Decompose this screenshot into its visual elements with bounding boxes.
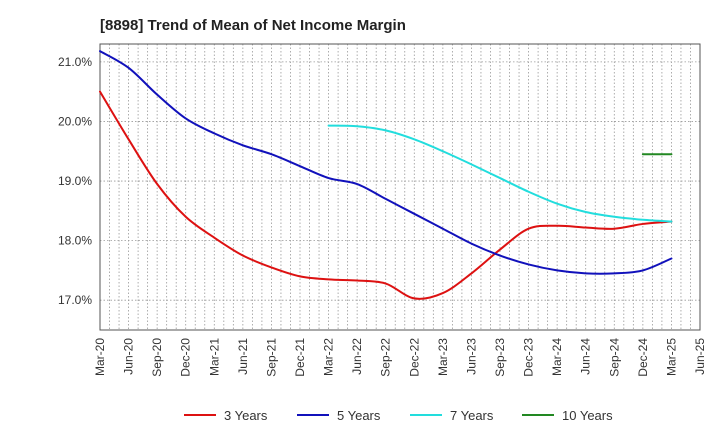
legend-label-10-years: 10 Years [562,408,613,423]
x-tick-label: Sep-23 [493,338,507,377]
y-tick-label: 18.0% [58,234,92,248]
x-tick-label: Sep-21 [264,338,278,377]
x-tick-label: Dec-20 [179,338,193,377]
x-tick-label: Dec-21 [293,338,307,377]
legend-label-7-years: 7 Years [450,408,494,423]
x-tick-label: Jun-21 [236,338,250,375]
x-tick-label: Jun-20 [122,338,136,375]
y-tick-label: 17.0% [58,293,92,307]
x-tick-label: Jun-23 [464,338,478,375]
series-line-3-years [99,90,673,300]
x-tick-label: Dec-22 [407,338,421,377]
x-tick-label: Sep-20 [150,338,164,377]
plot-frame [99,43,701,331]
plot-grid [100,44,700,330]
chart-title: [8898] Trend of Mean of Net Income Margi… [100,17,406,34]
legend: 3 Years 5 Years 7 Years 10 Years [184,408,613,423]
y-tick-label: 19.0% [58,174,92,188]
y-tick-label: 21.0% [58,55,92,69]
x-tick-label: Mar-24 [550,338,564,376]
legend-label-3-years: 3 Years [224,408,268,423]
x-tick-label: Sep-22 [379,338,393,377]
x-axis-ticks: Mar-20 Jun-20 Sep-20 Dec-20 Mar-21 Jun-21 Sep-… [93,338,707,377]
series-line-5-years [99,50,673,275]
y-tick-label: 20.0% [58,114,92,128]
x-tick-label: Mar-25 [664,338,678,376]
series-line-7-years [327,124,673,223]
x-tick-label: Mar-22 [322,338,336,376]
y-axis-ticks: 17.0% 18.0% 19.0% 20.0% 21.0% [58,55,92,307]
x-tick-label: Mar-21 [207,338,221,376]
legend-label-5-years: 5 Years [337,408,381,423]
x-tick-label: Mar-20 [93,338,107,376]
x-tick-label: Dec-23 [522,338,536,377]
x-tick-label: Jun-24 [579,338,593,375]
series-lines [99,50,673,300]
x-tick-label: Mar-23 [436,338,450,376]
x-tick-label: Dec-24 [636,338,650,377]
x-tick-label: Jun-22 [350,338,364,375]
x-tick-label: Jun-25 [693,338,707,375]
x-tick-label: Sep-24 [607,338,621,377]
